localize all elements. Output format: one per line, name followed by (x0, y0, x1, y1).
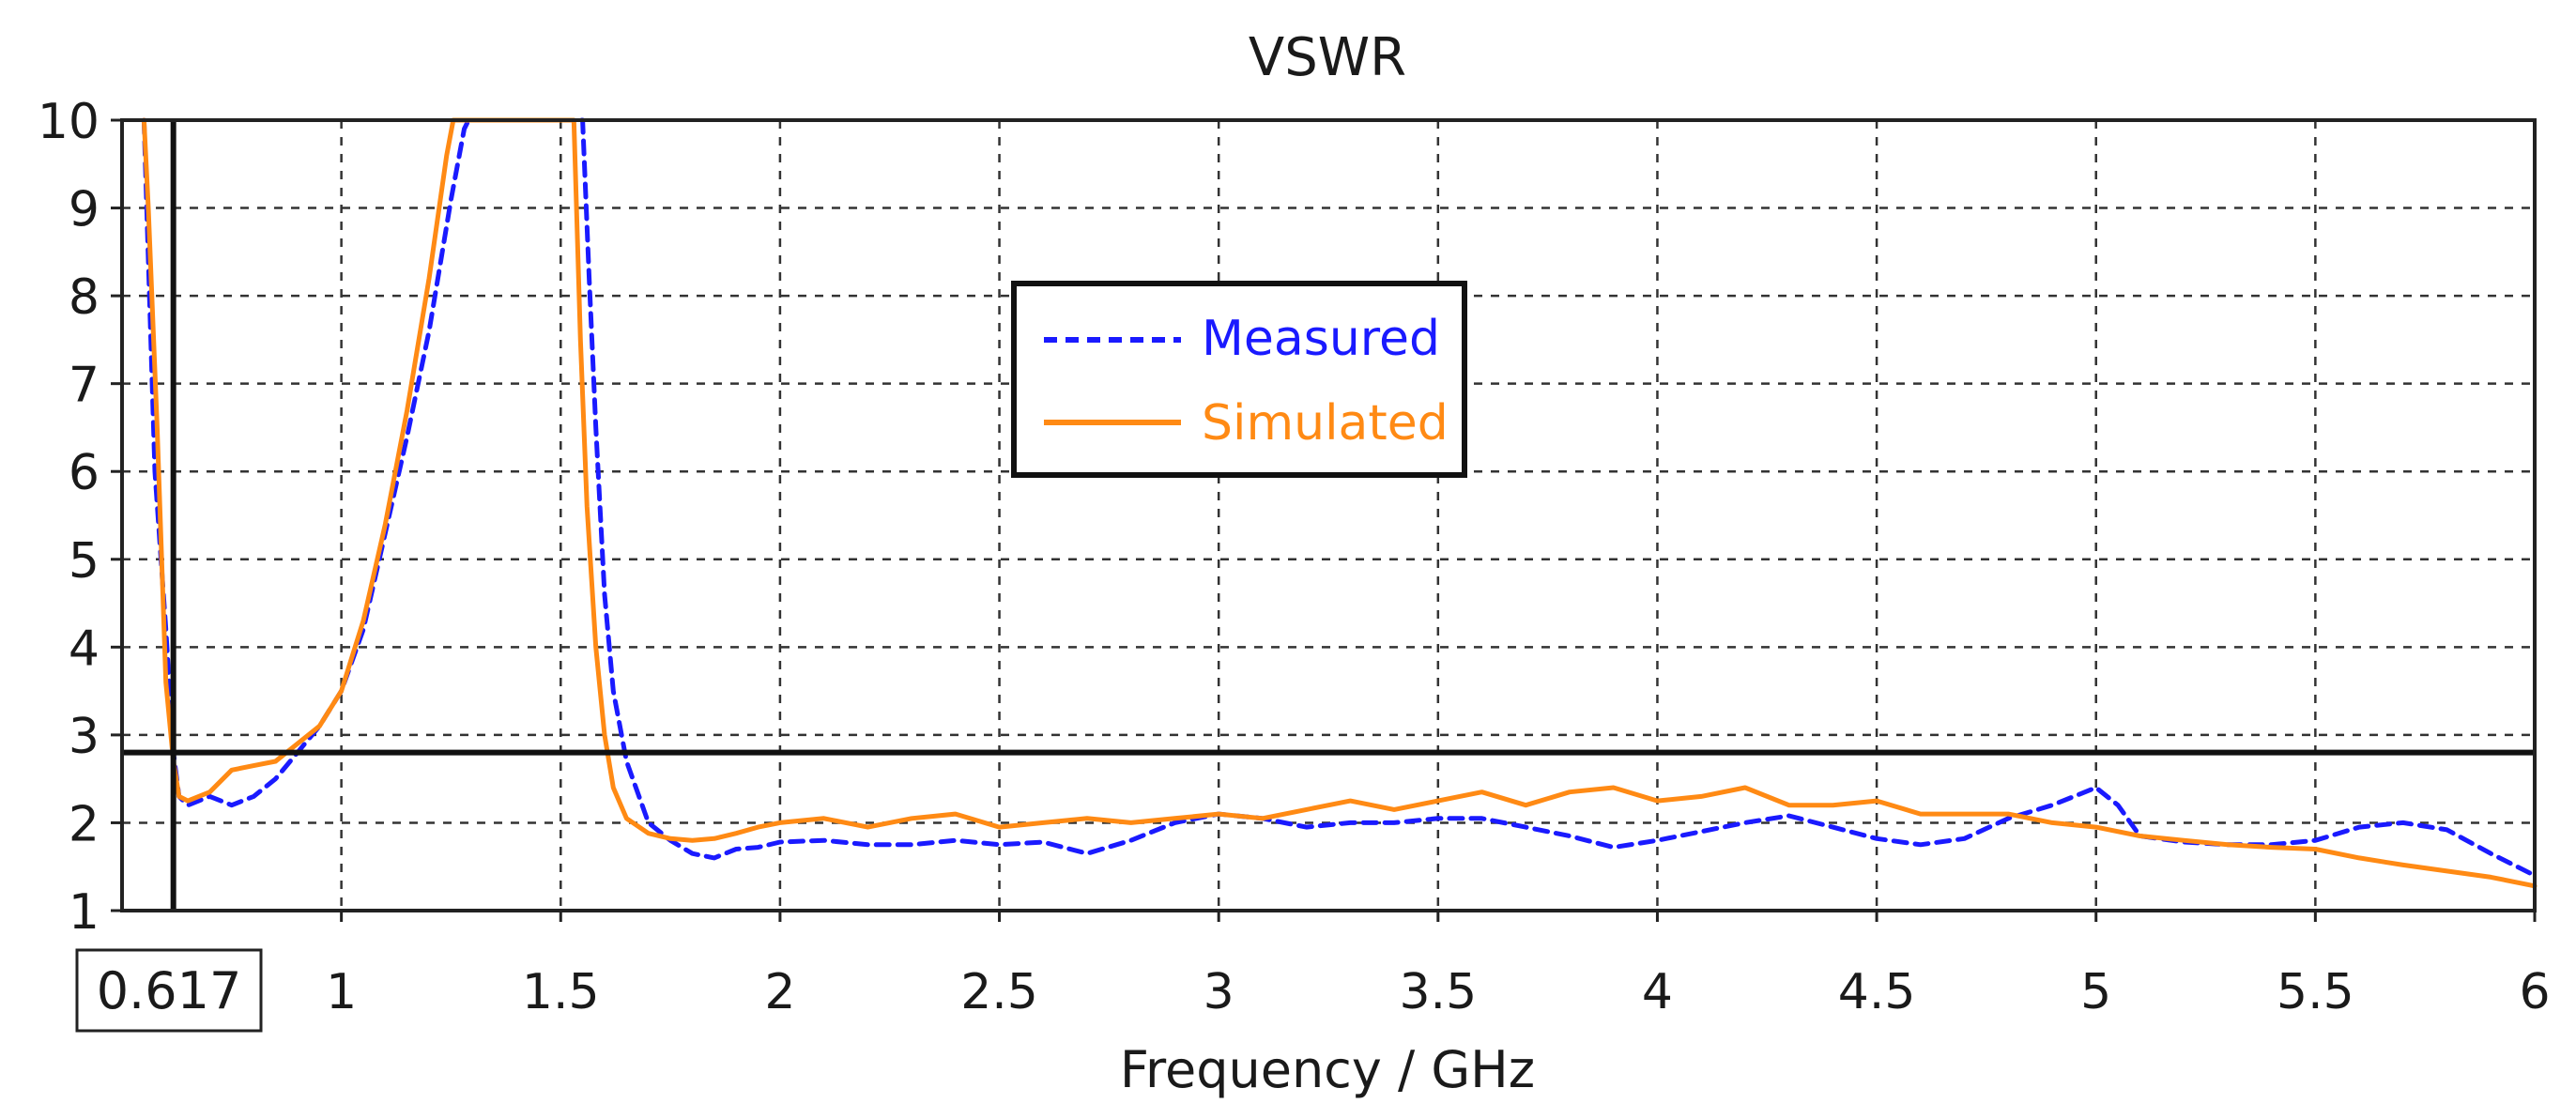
chart-title: VSWR (1249, 27, 1406, 88)
x-tick-label: 2 (764, 964, 795, 1020)
y-tick-label: 4 (69, 621, 100, 677)
y-tick-label: 9 (69, 182, 100, 238)
series-line-simulated (141, 117, 2538, 889)
x-tick-label: 3 (1204, 964, 1234, 1020)
legend-box (1011, 281, 1467, 478)
series-layer (141, 117, 2538, 889)
x-axis-label: Frequency / GHz (1120, 1040, 1535, 1099)
x-tick-label: 1.5 (522, 964, 600, 1020)
legend-simulated-label: Simulated (1202, 395, 1449, 452)
x-tick-label: 4.5 (1838, 964, 1916, 1020)
x-tick-label: 6 (2519, 964, 2550, 1020)
marker-x-label: 0.617 (75, 948, 263, 1033)
y-axis-ticks: 1 2 3 4 5 6 7 8 9 10 (38, 94, 122, 941)
y-tick-label: 5 (69, 533, 100, 590)
marker-x-label-text: 0.617 (97, 961, 242, 1020)
legend: Measured Simulated (1011, 281, 1467, 478)
y-tick-label: 6 (69, 445, 100, 501)
x-tick-label: 5.5 (2277, 964, 2354, 1020)
y-tick-label: 3 (69, 709, 100, 765)
y-tick-label: 1 (69, 884, 100, 941)
x-tick-label: 5 (2080, 964, 2111, 1020)
y-tick-label: 8 (69, 269, 100, 326)
y-tick-label: 7 (69, 358, 100, 414)
x-axis-ticks: 1 1.5 2 2.5 3 3.5 4 4.5 5 5.5 6 (326, 911, 2551, 1020)
x-tick-label: 2.5 (960, 964, 1038, 1020)
marker-x-label-box (75, 948, 263, 1033)
plot-frame (120, 118, 2537, 912)
x-tick-label: 4 (1642, 964, 1673, 1020)
marker-lines (122, 120, 2535, 911)
x-tick-label: 1 (326, 964, 357, 1020)
y-tick-label: 10 (38, 94, 100, 150)
y-tick-label: 2 (69, 796, 100, 852)
legend-measured-label: Measured (1202, 311, 1440, 367)
x-tick-label: 3.5 (1399, 964, 1477, 1020)
